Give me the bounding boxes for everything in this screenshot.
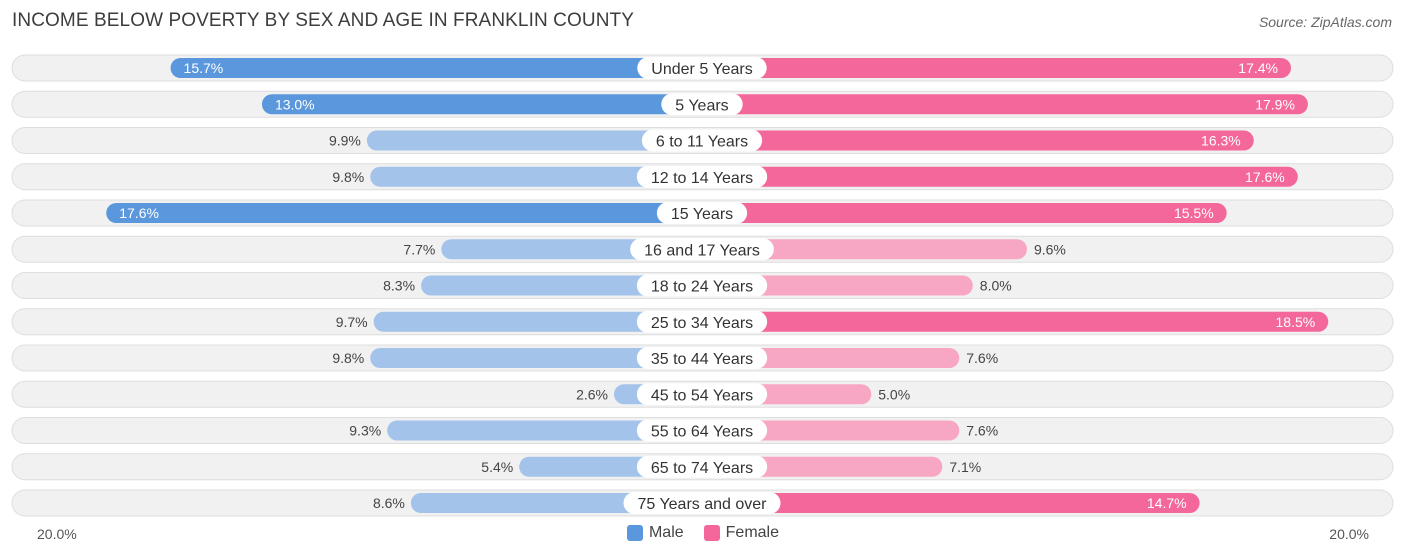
male-value-label: 8.6%	[373, 495, 405, 511]
female-value-label: 17.6%	[1245, 169, 1285, 185]
female-bar	[702, 311, 1329, 332]
female-bar	[702, 166, 1298, 187]
female-value-label: 5.0%	[878, 386, 910, 402]
male-value-label: 2.6%	[576, 386, 608, 402]
category-label: 16 and 17 Years	[644, 242, 760, 259]
female-bar	[702, 130, 1254, 151]
male-value-label: 13.0%	[275, 96, 315, 112]
male-bar	[370, 166, 702, 187]
category-label-pill	[661, 93, 743, 116]
axis-right-label: 20.0%	[1329, 526, 1369, 542]
female-value-label: 7.6%	[966, 423, 998, 439]
category-label: Under 5 Years	[651, 61, 752, 78]
female-bar	[702, 94, 1308, 115]
male-value-label: 9.8%	[332, 169, 364, 185]
legend-male-label: Male	[648, 524, 684, 541]
male-value-label: 15.7%	[184, 60, 224, 76]
female-bar	[702, 275, 973, 296]
male-value-label: 9.8%	[332, 350, 364, 366]
male-bar	[373, 311, 702, 332]
female-value-label: 18.5%	[1276, 314, 1316, 330]
category-label-pill	[637, 57, 767, 79]
category-label-pill	[641, 129, 763, 152]
category-label: 5 Years	[675, 97, 728, 114]
female-swatch	[703, 525, 720, 541]
category-label-pill	[656, 202, 748, 224]
female-value-label: 17.4%	[1238, 60, 1278, 76]
female-value-label: 9.6%	[1034, 241, 1066, 257]
female-value-label: 16.3%	[1201, 133, 1241, 149]
legend-item-male: Male	[626, 524, 684, 542]
axis-left-label: 20.0%	[37, 526, 77, 542]
male-bar	[370, 348, 702, 368]
male-bar	[387, 420, 702, 441]
female-bar	[702, 239, 1027, 260]
category-label: 6 to 11 Years	[656, 134, 748, 151]
female-value-label: 17.9%	[1255, 96, 1295, 112]
legend: Male Female	[0, 524, 1406, 542]
male-value-label: 9.9%	[329, 133, 361, 149]
female-value-label: 15.5%	[1174, 205, 1214, 221]
legend-item-female: Female	[703, 524, 780, 542]
category-label-pill	[636, 310, 768, 333]
category-label-pill	[636, 274, 768, 297]
legend-female-label: Female	[725, 524, 780, 541]
category-label: 55 to 64 Years	[651, 424, 753, 441]
male-value-label: 5.4%	[481, 459, 513, 475]
female-bar	[702, 348, 960, 368]
male-swatch	[626, 525, 643, 541]
category-label-pill	[636, 455, 768, 478]
male-value-label: 8.3%	[383, 278, 415, 294]
category-label-pill	[623, 492, 781, 514]
male-bar	[421, 275, 702, 296]
category-label: 18 to 24 Years	[651, 279, 753, 296]
male-value-label: 7.7%	[403, 241, 435, 257]
category-label: 35 to 44 Years	[651, 351, 753, 368]
male-bar	[261, 94, 702, 115]
category-label: 12 to 14 Years	[651, 170, 753, 187]
female-bar	[702, 203, 1227, 223]
female-value-label: 7.6%	[966, 350, 998, 366]
male-value-label: 9.7%	[336, 314, 368, 330]
category-label-pill	[630, 238, 774, 261]
category-label-pill	[636, 419, 768, 442]
category-label: 65 to 74 Years	[651, 460, 753, 477]
source-label: Source: ZipAtlas.com	[1258, 14, 1392, 30]
male-bar	[366, 130, 702, 151]
category-label: 15 Years	[671, 206, 733, 223]
female-bar	[702, 58, 1291, 78]
female-value-label: 8.0%	[980, 278, 1012, 294]
male-bar	[106, 203, 703, 223]
category-label-pill	[636, 383, 768, 406]
female-value-label: 14.7%	[1147, 495, 1187, 511]
category-label: 75 Years and over	[638, 496, 768, 513]
female-bar	[702, 493, 1200, 513]
female-bar	[702, 420, 960, 441]
category-label-pill	[636, 165, 768, 188]
category-label: 25 to 34 Years	[651, 315, 753, 332]
category-label-pill	[636, 347, 768, 369]
chart-title: INCOME BELOW POVERTY BY SEX AND AGE IN F…	[12, 10, 634, 31]
male-value-label: 17.6%	[119, 205, 159, 221]
male-value-label: 9.3%	[349, 423, 381, 439]
category-label: 45 to 54 Years	[651, 387, 753, 404]
female-value-label: 7.1%	[949, 459, 981, 475]
male-bar	[170, 58, 702, 78]
